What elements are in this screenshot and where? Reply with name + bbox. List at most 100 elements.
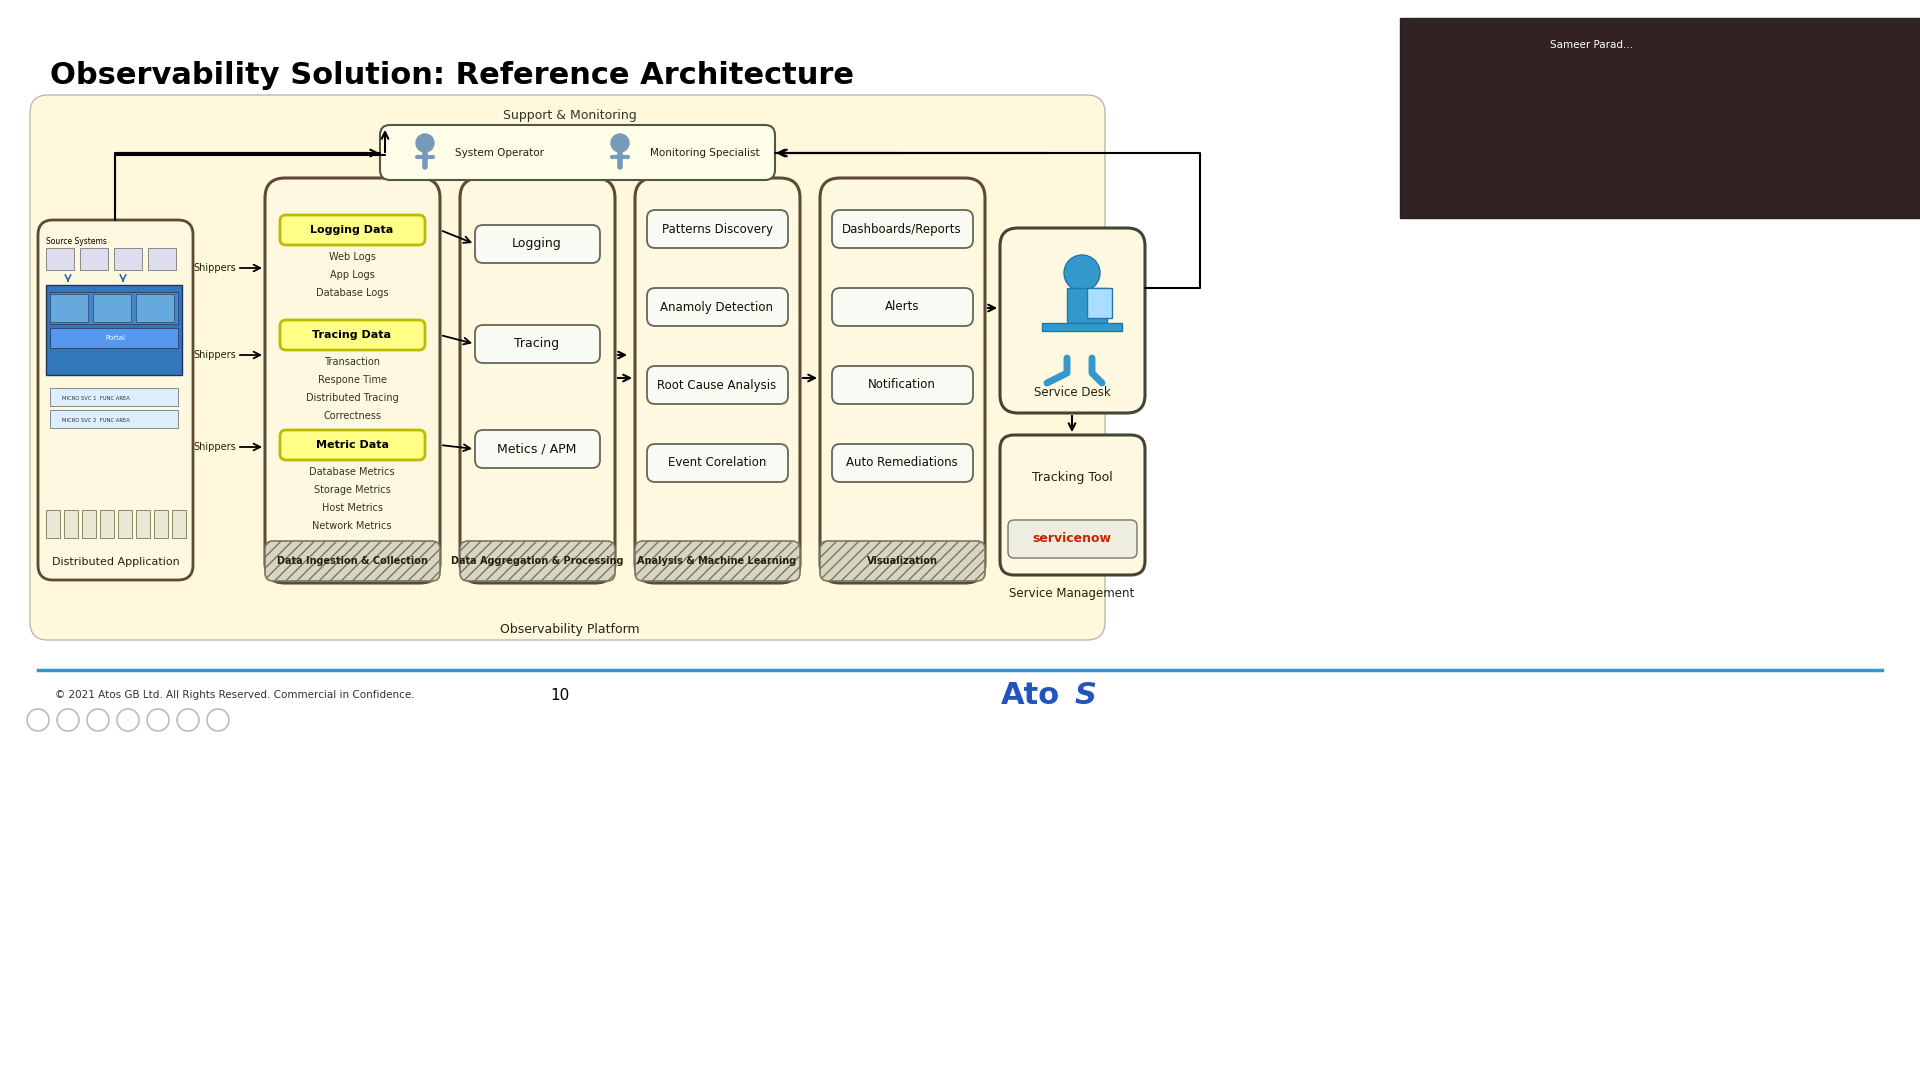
Text: Web Logs: Web Logs — [328, 252, 376, 262]
Text: Visualization: Visualization — [866, 556, 937, 566]
Text: © 2021 Atos GB Ltd. All Rights Reserved. Commercial in Confidence.: © 2021 Atos GB Ltd. All Rights Reserved.… — [56, 690, 415, 700]
Text: App Logs: App Logs — [330, 270, 374, 280]
FancyBboxPatch shape — [831, 288, 973, 326]
Text: Service Desk: Service Desk — [1033, 387, 1110, 400]
FancyBboxPatch shape — [474, 325, 599, 363]
Text: Host Metrics: Host Metrics — [321, 503, 382, 513]
Bar — [1400, 18, 1920, 218]
Text: Shippers: Shippers — [194, 350, 236, 360]
FancyBboxPatch shape — [380, 125, 776, 180]
Text: Metics / APM: Metics / APM — [497, 443, 576, 456]
Text: 10: 10 — [551, 688, 570, 702]
FancyBboxPatch shape — [636, 178, 801, 583]
Bar — [117, 510, 132, 538]
Text: Observability Platform: Observability Platform — [501, 623, 639, 636]
Text: System Operator: System Operator — [455, 148, 543, 158]
FancyBboxPatch shape — [831, 210, 973, 248]
Bar — [50, 294, 88, 322]
Text: Monitoring Specialist: Monitoring Specialist — [651, 148, 760, 158]
FancyBboxPatch shape — [31, 95, 1106, 640]
Text: Analysis & Machine Learning: Analysis & Machine Learning — [637, 556, 797, 566]
Text: Storage Metrics: Storage Metrics — [313, 485, 390, 495]
Text: Logging Data: Logging Data — [311, 225, 394, 235]
FancyBboxPatch shape — [280, 430, 424, 460]
Text: Distributed Tracing: Distributed Tracing — [305, 393, 397, 403]
Text: S: S — [1075, 680, 1096, 710]
Text: Patterns Discovery: Patterns Discovery — [662, 222, 772, 235]
FancyBboxPatch shape — [265, 541, 440, 581]
Text: Notification: Notification — [868, 378, 935, 391]
Bar — [136, 510, 150, 538]
Text: Source Systems: Source Systems — [46, 238, 108, 246]
Bar — [50, 388, 179, 406]
Text: Tracing: Tracing — [515, 337, 559, 351]
Text: Anamoly Detection: Anamoly Detection — [660, 300, 774, 313]
FancyBboxPatch shape — [461, 178, 614, 583]
Text: Distributed Application: Distributed Application — [52, 557, 179, 567]
FancyBboxPatch shape — [474, 225, 599, 264]
FancyBboxPatch shape — [647, 288, 787, 326]
FancyBboxPatch shape — [636, 541, 801, 581]
Circle shape — [611, 134, 630, 152]
Text: MICRO SVC 2  FUNC AREA: MICRO SVC 2 FUNC AREA — [61, 418, 129, 422]
Bar — [50, 328, 179, 348]
Bar — [1068, 288, 1108, 323]
FancyBboxPatch shape — [265, 178, 440, 583]
Text: Portal: Portal — [106, 335, 125, 341]
FancyBboxPatch shape — [1008, 519, 1137, 558]
Text: Alerts: Alerts — [885, 300, 920, 313]
FancyBboxPatch shape — [831, 366, 973, 404]
Text: Root Cause Analysis: Root Cause Analysis — [657, 378, 776, 391]
Text: Ato: Ato — [1000, 680, 1060, 710]
Text: Data Aggregation & Processing: Data Aggregation & Processing — [451, 556, 624, 566]
FancyBboxPatch shape — [280, 320, 424, 350]
Bar — [92, 294, 131, 322]
Bar — [113, 248, 142, 270]
FancyBboxPatch shape — [474, 430, 599, 468]
Text: Metric Data: Metric Data — [315, 440, 388, 450]
FancyBboxPatch shape — [820, 178, 985, 583]
Text: Tracking Tool: Tracking Tool — [1031, 471, 1112, 484]
Text: Respone Time: Respone Time — [317, 375, 386, 384]
FancyBboxPatch shape — [831, 444, 973, 482]
Bar — [50, 410, 179, 428]
Circle shape — [417, 134, 434, 152]
Text: Transaction: Transaction — [324, 357, 380, 367]
Text: MICRO SVC 1  FUNC AREA: MICRO SVC 1 FUNC AREA — [61, 395, 129, 401]
FancyBboxPatch shape — [647, 444, 787, 482]
Text: Support & Monitoring: Support & Monitoring — [503, 108, 637, 121]
Bar — [81, 248, 108, 270]
Bar — [148, 248, 177, 270]
Bar — [83, 510, 96, 538]
Bar — [173, 510, 186, 538]
Text: Observability Solution: Reference Architecture: Observability Solution: Reference Archit… — [50, 60, 854, 90]
Text: Sameer Parad...: Sameer Parad... — [1549, 40, 1634, 50]
Bar — [100, 510, 113, 538]
Bar — [154, 510, 169, 538]
Text: Tracing Data: Tracing Data — [313, 330, 392, 340]
Text: servicenow: servicenow — [1033, 532, 1112, 545]
FancyBboxPatch shape — [820, 541, 985, 581]
Bar — [46, 248, 75, 270]
FancyBboxPatch shape — [280, 215, 424, 245]
Text: Service Management: Service Management — [1010, 586, 1135, 599]
Text: Event Corelation: Event Corelation — [668, 457, 766, 470]
Text: Shippers: Shippers — [194, 264, 236, 273]
Bar — [63, 510, 79, 538]
Bar — [1087, 288, 1112, 318]
Text: Correctness: Correctness — [323, 411, 380, 421]
FancyBboxPatch shape — [461, 541, 614, 581]
FancyBboxPatch shape — [647, 210, 787, 248]
Bar — [46, 510, 60, 538]
FancyBboxPatch shape — [647, 366, 787, 404]
FancyBboxPatch shape — [1000, 435, 1144, 575]
FancyBboxPatch shape — [38, 220, 194, 580]
Circle shape — [1064, 255, 1100, 291]
Bar — [50, 292, 179, 324]
Text: Dashboards/Reports: Dashboards/Reports — [843, 222, 962, 235]
Bar — [46, 285, 182, 375]
Text: Database Metrics: Database Metrics — [309, 467, 396, 477]
Text: Network Metrics: Network Metrics — [313, 521, 392, 531]
Text: Shippers: Shippers — [194, 442, 236, 453]
Text: Logging: Logging — [513, 238, 563, 251]
